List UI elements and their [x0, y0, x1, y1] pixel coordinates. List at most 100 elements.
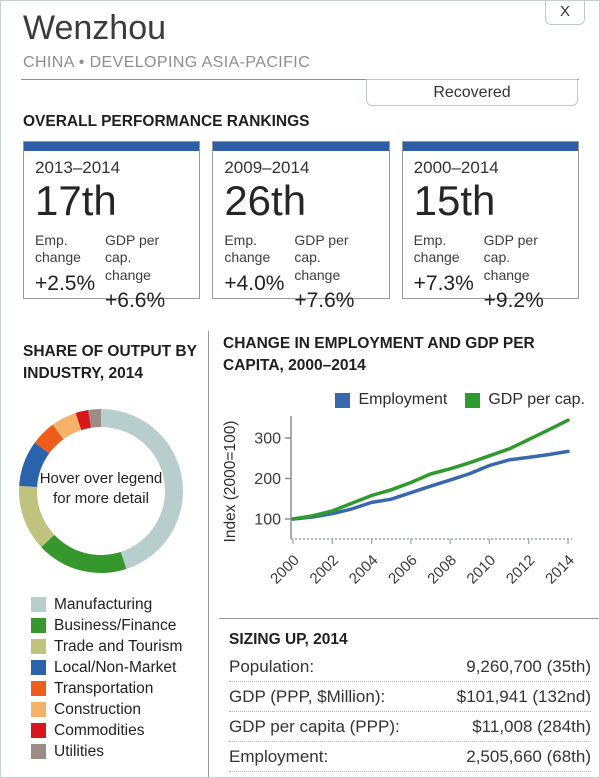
- legend-label: Local/Non-Market: [54, 658, 177, 676]
- legend-item-construction[interactable]: Construction: [31, 699, 182, 720]
- gdp-change-value: +7.6%: [294, 289, 355, 313]
- employment-gdp-line-chart: 100 200 300 2000 2002 2004 2006 2008 2010 2012 201…: [222, 416, 578, 587]
- svg-text:Index (2000=100): Index (2000=100): [222, 421, 239, 543]
- sizing-table: Population: 9,260,700 (35th) GDP (PPP, $…: [229, 652, 591, 772]
- row-label: GDP per capita (PPP):: [229, 717, 400, 736]
- industry-legend: Manufacturing Business/Finance Trade and…: [31, 594, 182, 762]
- legend-swatch: [31, 744, 46, 759]
- table-row-employment: Employment: 2,505,660 (68th): [229, 742, 591, 772]
- donut-segment-4[interactable]: Transportation: [34, 424, 64, 454]
- card-rank: 26th: [224, 177, 307, 224]
- donut-segment-0[interactable]: Manufacturing: [101, 409, 184, 569]
- legend-item-business-finance[interactable]: Business/Finance: [31, 615, 182, 636]
- legend-label: GDP per cap.: [488, 391, 585, 408]
- line-chart-heading: CHANGE IN EMPLOYMENT AND GDP PER CAPITA,…: [223, 335, 535, 374]
- ranking-card-2000-2014: 2000–2014 15th Emp. change +7.3% GDP per…: [401, 141, 579, 312]
- gdp-change-label: GDP per cap. change: [294, 231, 349, 283]
- recovery-status-button[interactable]: Recovered: [366, 79, 578, 106]
- close-button[interactable]: X: [545, 1, 585, 25]
- svg-text:100: 100: [254, 512, 281, 529]
- line-series: Employment: [291, 449, 570, 521]
- row-value: $101,941 (132nd): [456, 687, 591, 706]
- row-value: 2,505,660 (68th): [466, 747, 591, 766]
- card-period: 2000–2014: [413, 158, 499, 177]
- line-series: GDP per cap.: [291, 418, 570, 521]
- legend-swatch-line: [335, 392, 351, 408]
- industry-share-heading: SHARE OF OUTPUT BY INDUSTRY, 2014: [23, 343, 197, 382]
- sizing-heading: SIZING UP, 2014: [229, 631, 348, 648]
- gdp-change-label: GDP per cap. change: [105, 231, 160, 283]
- table-row-population: Population: 9,260,700 (35th): [229, 652, 591, 682]
- column-divider: [208, 331, 209, 777]
- legend-item-employment: Employment: [335, 391, 447, 409]
- ranking-card-2013-2014: 2013–2014 17th Emp. change +2.5% GDP per…: [23, 141, 201, 312]
- legend-swatch: [31, 597, 46, 612]
- legend-swatch: [31, 660, 46, 675]
- card-accent-bar: [402, 142, 578, 151]
- ranking-cards: 2013–2014 17th Emp. change +2.5% GDP per…: [23, 141, 579, 312]
- gdp-change-label: GDP per cap. change: [483, 231, 538, 283]
- svg-text:300: 300: [254, 431, 281, 448]
- legend-label: Construction: [54, 700, 142, 718]
- card-rank: 17th: [35, 177, 117, 224]
- svg-text:2002: 2002: [307, 552, 343, 587]
- card-period: 2013–2014: [35, 158, 121, 177]
- legend-item-transportation[interactable]: Transportation: [31, 678, 182, 699]
- svg-text:2012: 2012: [503, 552, 539, 587]
- legend-item-gdp-per-cap: GDP per cap.: [465, 391, 585, 409]
- gdp-change-value: +9.2%: [483, 289, 544, 313]
- donut-center-note: Hover over legend for more detail: [39, 470, 163, 508]
- legend-item-trade-tourism[interactable]: Trade and Tourism: [31, 636, 182, 657]
- legend-label: Commodities: [54, 721, 145, 739]
- card-period: 2009–2014: [224, 158, 310, 177]
- row-value: 9,260,700 (35th): [466, 657, 591, 676]
- row-label: Population:: [229, 657, 315, 676]
- ranking-card-2009-2014: 2009–2014 26th Emp. change +4.0% GDP per…: [212, 141, 390, 312]
- donut-segment-3[interactable]: Local/Non-Market: [19, 442, 50, 487]
- legend-label: Employment: [358, 391, 448, 408]
- legend-item-local-non-market[interactable]: Local/Non-Market: [31, 657, 182, 678]
- emp-change-label: Emp. change: [224, 231, 271, 266]
- legend-label: Transportation: [54, 679, 154, 697]
- table-row-gdp: GDP (PPP, $Million): $101,941 (132nd): [229, 682, 591, 712]
- donut-segment-1[interactable]: Business/Finance: [41, 534, 127, 574]
- legend-swatch: [31, 681, 46, 696]
- svg-text:2014: 2014: [542, 552, 578, 587]
- row-value: $11,008 (284th): [472, 717, 591, 736]
- row-label: Employment:: [229, 747, 329, 766]
- emp-change-value: +4.0%: [224, 271, 285, 295]
- emp-change-label: Emp. change: [413, 231, 460, 266]
- gdp-change-value: +6.6%: [105, 289, 166, 313]
- legend-label: Business/Finance: [54, 616, 177, 634]
- legend-swatch-line: [465, 392, 481, 408]
- legend-label: Utilities: [54, 742, 104, 760]
- table-row-gdp-per-capita: GDP per capita (PPP): $11,008 (284th): [229, 712, 591, 742]
- line-chart-legend: Employment GDP per cap.: [219, 391, 585, 409]
- card-accent-bar: [213, 142, 389, 151]
- emp-change-value: +2.5%: [35, 271, 96, 295]
- svg-text:200: 200: [254, 471, 281, 488]
- legend-label: Trade and Tourism: [54, 637, 183, 655]
- donut-segment-6[interactable]: Commodities: [75, 410, 91, 431]
- donut-segment-5[interactable]: Construction: [52, 413, 82, 440]
- card-rank: 15th: [413, 177, 496, 224]
- svg-text:2008: 2008: [424, 552, 460, 587]
- legend-swatch: [31, 618, 46, 633]
- legend-swatch: [31, 639, 46, 654]
- svg-text:2004: 2004: [346, 552, 382, 587]
- header-divider: [21, 79, 579, 80]
- svg-text:2006: 2006: [385, 552, 421, 587]
- legend-item-manufacturing[interactable]: Manufacturing: [31, 594, 182, 615]
- page-subtitle: CHINA • DEVELOPING ASIA-PACIFIC: [23, 54, 311, 71]
- legend-item-commodities[interactable]: Commodities: [31, 720, 182, 741]
- svg-text:2000: 2000: [267, 552, 303, 587]
- legend-item-utilities[interactable]: Utilities: [31, 741, 182, 762]
- emp-change-value: +7.3%: [413, 271, 474, 295]
- donut-segment-2[interactable]: Trade and Tourism: [18, 485, 55, 548]
- legend-swatch: [31, 702, 46, 717]
- row-label: GDP (PPP, $Million):: [229, 687, 386, 706]
- donut-segment-7[interactable]: Utilities: [88, 409, 101, 428]
- legend-swatch: [31, 723, 46, 738]
